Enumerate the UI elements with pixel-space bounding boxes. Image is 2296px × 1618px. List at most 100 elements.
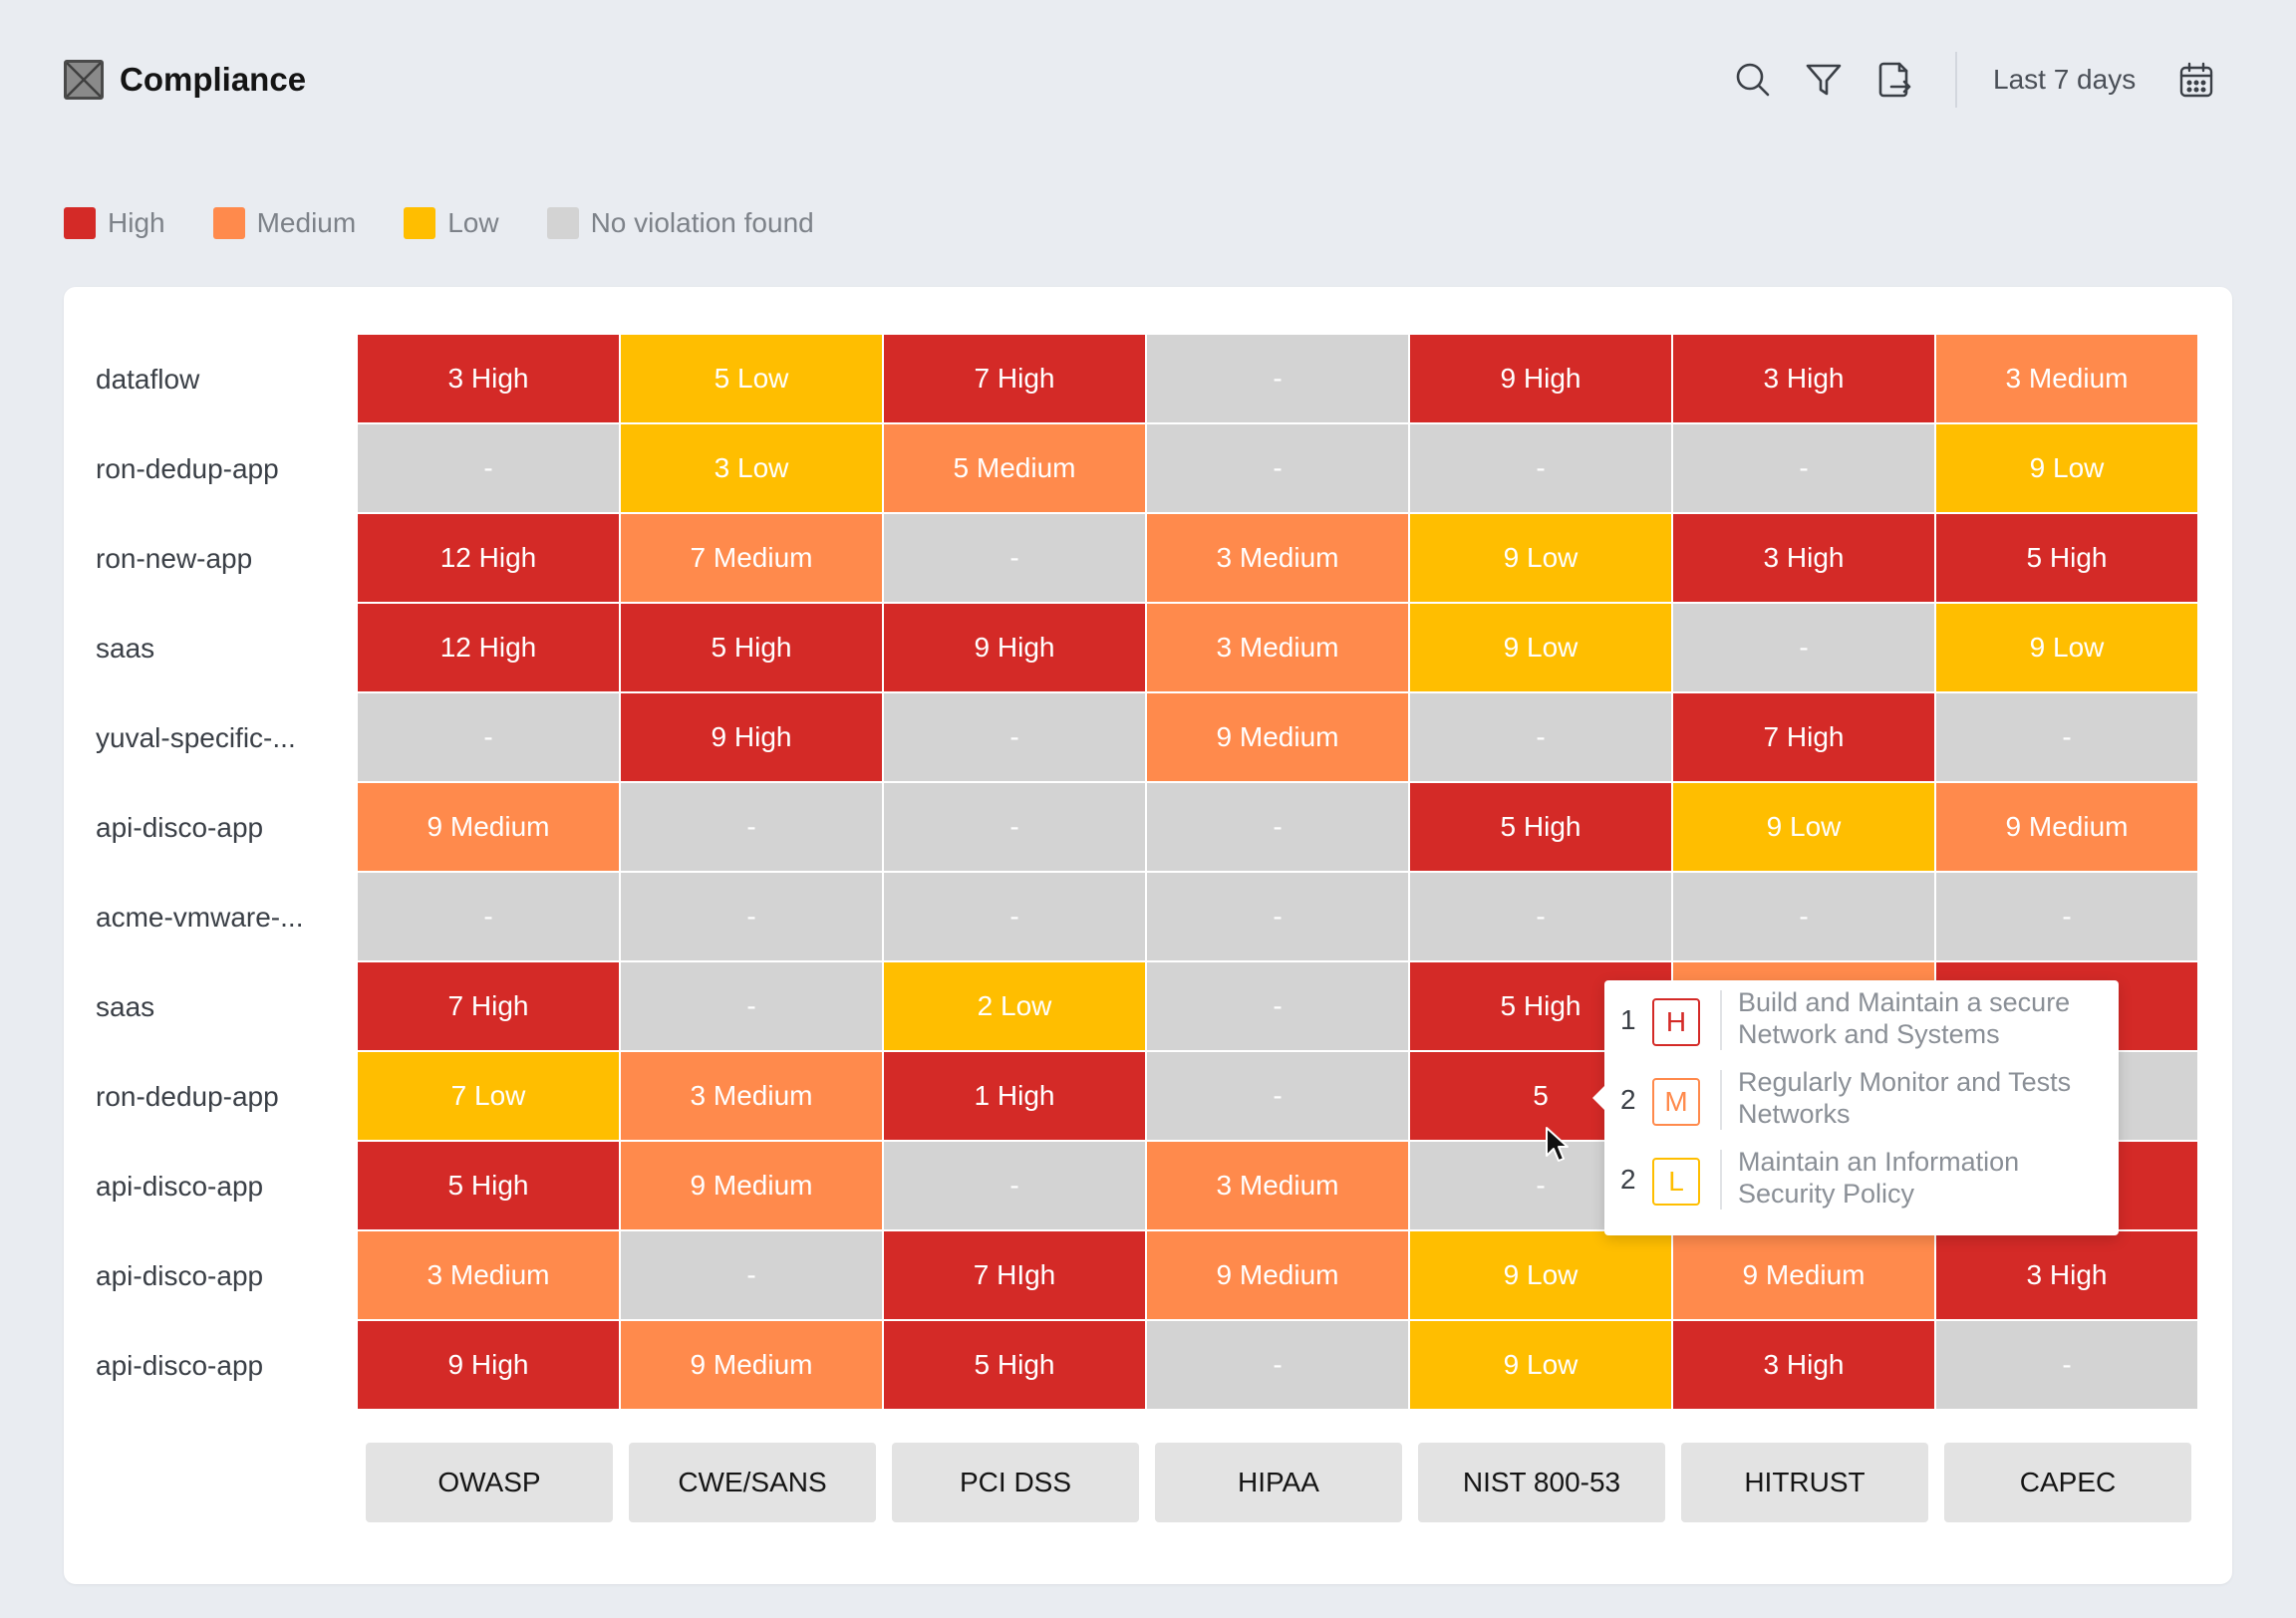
heatmap-cell[interactable]: - [1673, 873, 1934, 960]
column-header-button[interactable]: CAPEC [1944, 1443, 2191, 1522]
heatmap-cell[interactable]: - [1147, 335, 1408, 422]
heatmap-cell[interactable]: - [884, 1142, 1145, 1229]
heatmap-cell[interactable]: 9 High [1410, 335, 1671, 422]
heatmap-cell[interactable]: 9 High [358, 1321, 619, 1409]
tooltip-item: 2 M Regularly Monitor and Tests Networks [1604, 1060, 2119, 1140]
heatmap-cell[interactable]: 3 Medium [1147, 514, 1408, 602]
heatmap-cell[interactable]: 3 High [1936, 1231, 2197, 1319]
column-header-button[interactable]: PCI DSS [892, 1443, 1139, 1522]
heatmap-cell[interactable]: 9 Low [1410, 604, 1671, 691]
heatmap-cell[interactable]: - [621, 783, 882, 871]
heatmap-cell[interactable]: 3 Medium [1147, 604, 1408, 691]
violation-tooltip: 1 H Build and Maintain a secure Network … [1592, 980, 2119, 1235]
heatmap-cell[interactable]: 12 High [358, 604, 619, 691]
heatmap-cell[interactable]: 9 Medium [358, 783, 619, 871]
heatmap-cell[interactable]: - [1936, 873, 2197, 960]
heatmap-cell[interactable]: - [1673, 424, 1934, 512]
column-header-button[interactable]: NIST 800-53 [1418, 1443, 1665, 1522]
heatmap-cell[interactable]: - [358, 693, 619, 781]
heatmap-cell[interactable]: - [1147, 1052, 1408, 1140]
heatmap-cell[interactable]: 9 High [884, 604, 1145, 691]
heatmap-cell[interactable]: 3 Medium [1936, 335, 2197, 422]
legend-item-medium: Medium [212, 207, 357, 239]
heatmap-cell[interactable]: 9 Low [1410, 1321, 1671, 1409]
heatmap-cell[interactable]: - [1410, 693, 1671, 781]
heatmap-cell[interactable]: 3 Medium [1147, 1142, 1408, 1229]
heatmap-cell[interactable]: - [1936, 693, 2197, 781]
heatmap-cell[interactable]: 3 High [358, 335, 619, 422]
heatmap-cell[interactable]: 5 High [621, 604, 882, 691]
heatmap-cell[interactable]: - [884, 693, 1145, 781]
heatmap-cell[interactable]: 5 Medium [884, 424, 1145, 512]
heatmap-cell[interactable]: - [1147, 783, 1408, 871]
heatmap-cell[interactable]: 1 High [884, 1052, 1145, 1140]
heatmap-cell[interactable]: 9 Low [1936, 424, 2197, 512]
heatmap-cell[interactable]: 9 Low [1410, 514, 1671, 602]
heatmap-cell[interactable]: 3 Medium [358, 1231, 619, 1319]
heatmap-cell[interactable]: 7 Medium [621, 514, 882, 602]
legend-swatch-high [64, 207, 96, 239]
date-range-picker[interactable]: Last 7 days [1993, 64, 2137, 95]
heatmap-cell[interactable]: - [1147, 424, 1408, 512]
column-header-button[interactable]: CWE/SANS [629, 1443, 876, 1522]
heatmap-cell[interactable]: - [1147, 1321, 1408, 1409]
heatmap-cell[interactable]: 12 High [358, 514, 619, 602]
heatmap-cell[interactable]: 3 Low [621, 424, 882, 512]
heatmap-cell[interactable]: 5 High [358, 1142, 619, 1229]
heatmap-cell[interactable]: - [884, 783, 1145, 871]
search-icon[interactable] [1729, 56, 1777, 104]
heatmap-cell[interactable]: - [884, 873, 1145, 960]
legend-item-none: No violation found [546, 207, 814, 239]
heatmap-cell[interactable]: 3 High [1673, 1321, 1934, 1409]
heatmap-cell[interactable]: - [621, 1231, 882, 1319]
heatmap-cell[interactable]: 9 Medium [1936, 783, 2197, 871]
heatmap-cell[interactable]: 7 High [884, 335, 1145, 422]
heatmap-cell[interactable]: - [1673, 604, 1934, 691]
heatmap-cell[interactable]: 7 High [358, 962, 619, 1050]
heatmap-cell[interactable]: 9 Low [1673, 783, 1934, 871]
heatmap-cell[interactable]: - [1936, 1321, 2197, 1409]
row-label: saas [96, 991, 155, 1022]
filter-icon[interactable] [1800, 56, 1848, 104]
heatmap-cell[interactable]: 5 Low [621, 335, 882, 422]
page-title: Compliance [120, 61, 307, 98]
heatmap-cell[interactable]: 9 Low [1936, 604, 2197, 691]
heatmap-cell[interactable]: - [1410, 873, 1671, 960]
heatmap-cell[interactable]: 3 High [1673, 514, 1934, 602]
heatmap-cell[interactable]: 9 High [621, 693, 882, 781]
heatmap-cell[interactable]: - [621, 873, 882, 960]
heatmap-cell[interactable]: 7 High [1673, 693, 1934, 781]
heatmap-cell[interactable]: 9 Medium [621, 1321, 882, 1409]
heatmap-cell[interactable]: - [1147, 873, 1408, 960]
heatmap-cell[interactable]: 9 Low [1410, 1231, 1671, 1319]
severity-badge-high: H [1652, 998, 1700, 1046]
heatmap-cell[interactable]: 9 Medium [1673, 1231, 1934, 1319]
tooltip-item-text: Regularly Monitor and Tests Networks [1738, 1067, 2072, 1129]
heatmap-cell[interactable]: 5 High [1410, 783, 1671, 871]
heatmap-cell[interactable]: - [358, 424, 619, 512]
column-header-button[interactable]: HIPAA [1155, 1443, 1402, 1522]
heatmap-cell[interactable]: - [1147, 962, 1408, 1050]
column-header-button[interactable]: HITRUST [1681, 1443, 1928, 1522]
heatmap-cell[interactable]: - [358, 873, 619, 960]
heatmap-cell[interactable]: 5 High [884, 1321, 1145, 1409]
calendar-icon[interactable] [2172, 56, 2220, 104]
export-icon[interactable] [1869, 56, 1917, 104]
heatmap-cell[interactable]: 9 Medium [1147, 1231, 1408, 1319]
heatmap-cell[interactable]: 7 Low [358, 1052, 619, 1140]
heatmap-cell[interactable]: 3 High [1673, 335, 1934, 422]
heatmap-cell[interactable]: 9 Medium [1147, 693, 1408, 781]
heatmap-cell[interactable]: 7 HIgh [884, 1231, 1145, 1319]
heatmap-cell[interactable]: - [1410, 424, 1671, 512]
tooltip-item: 2 L Maintain an Information Security Pol… [1604, 1140, 2119, 1219]
heatmap-cell[interactable]: 3 Medium [621, 1052, 882, 1140]
legend-label-medium: Medium [256, 207, 357, 238]
heatmap-cell[interactable]: 9 Medium [621, 1142, 882, 1229]
legend-label-low: Low [447, 207, 499, 238]
row-label: ron-dedup-app [96, 1081, 279, 1112]
heatmap-cell[interactable]: 2 Low [884, 962, 1145, 1050]
heatmap-cell[interactable]: - [621, 962, 882, 1050]
column-header-button[interactable]: OWASP [366, 1443, 613, 1522]
heatmap-cell[interactable]: 5 High [1936, 514, 2197, 602]
heatmap-cell[interactable]: - [884, 514, 1145, 602]
